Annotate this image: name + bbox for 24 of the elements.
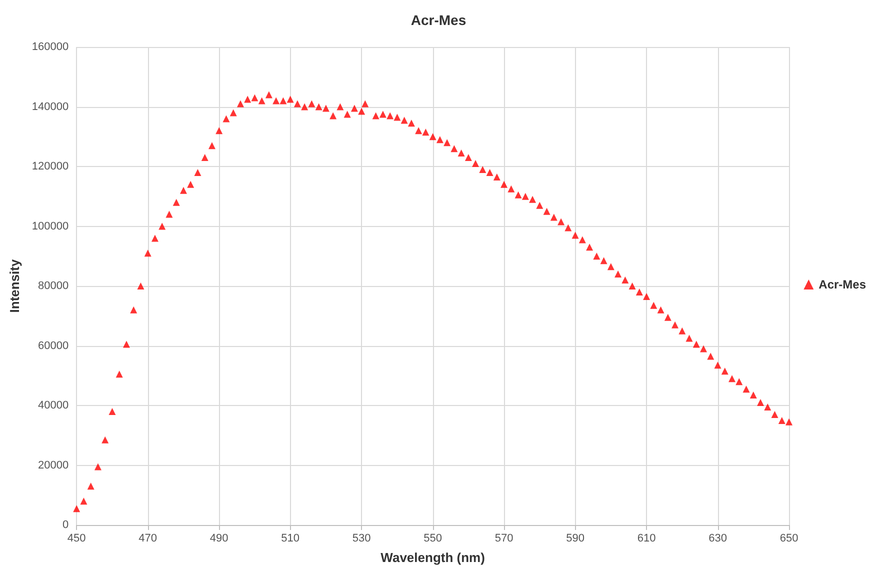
- x-tick-label: 630: [708, 532, 727, 544]
- x-tick-label: 530: [352, 532, 371, 544]
- y-tick-label: 40000: [38, 400, 69, 412]
- x-tick-label: 450: [67, 532, 86, 544]
- y-tick-label: 0: [62, 519, 69, 531]
- y-axis-title: Intensity: [7, 258, 22, 313]
- y-tick-label: 160000: [32, 41, 69, 53]
- y-tick-label: 20000: [38, 459, 69, 472]
- y-tick-label: 80000: [38, 280, 69, 292]
- y-tick-label: 100000: [32, 220, 69, 232]
- x-tick-label: 590: [566, 532, 584, 544]
- y-tick-label: 120000: [32, 160, 69, 172]
- x-tick-label: 610: [637, 532, 656, 544]
- x-tick-label: 470: [138, 532, 158, 544]
- x-tick-label: 650: [780, 532, 798, 544]
- x-tick-label: 490: [210, 532, 228, 544]
- x-tick-label: 510: [281, 532, 300, 544]
- y-tick-label: 140000: [32, 100, 69, 113]
- x-axis-title: Wavelength (nm): [380, 550, 485, 565]
- chart-title: Acr-Mes: [410, 12, 466, 28]
- x-tick-label: 550: [424, 532, 442, 544]
- y-tick-label: 60000: [38, 340, 69, 352]
- x-tick-label: 570: [494, 532, 514, 544]
- legend-label: Acr-Mes: [818, 278, 866, 292]
